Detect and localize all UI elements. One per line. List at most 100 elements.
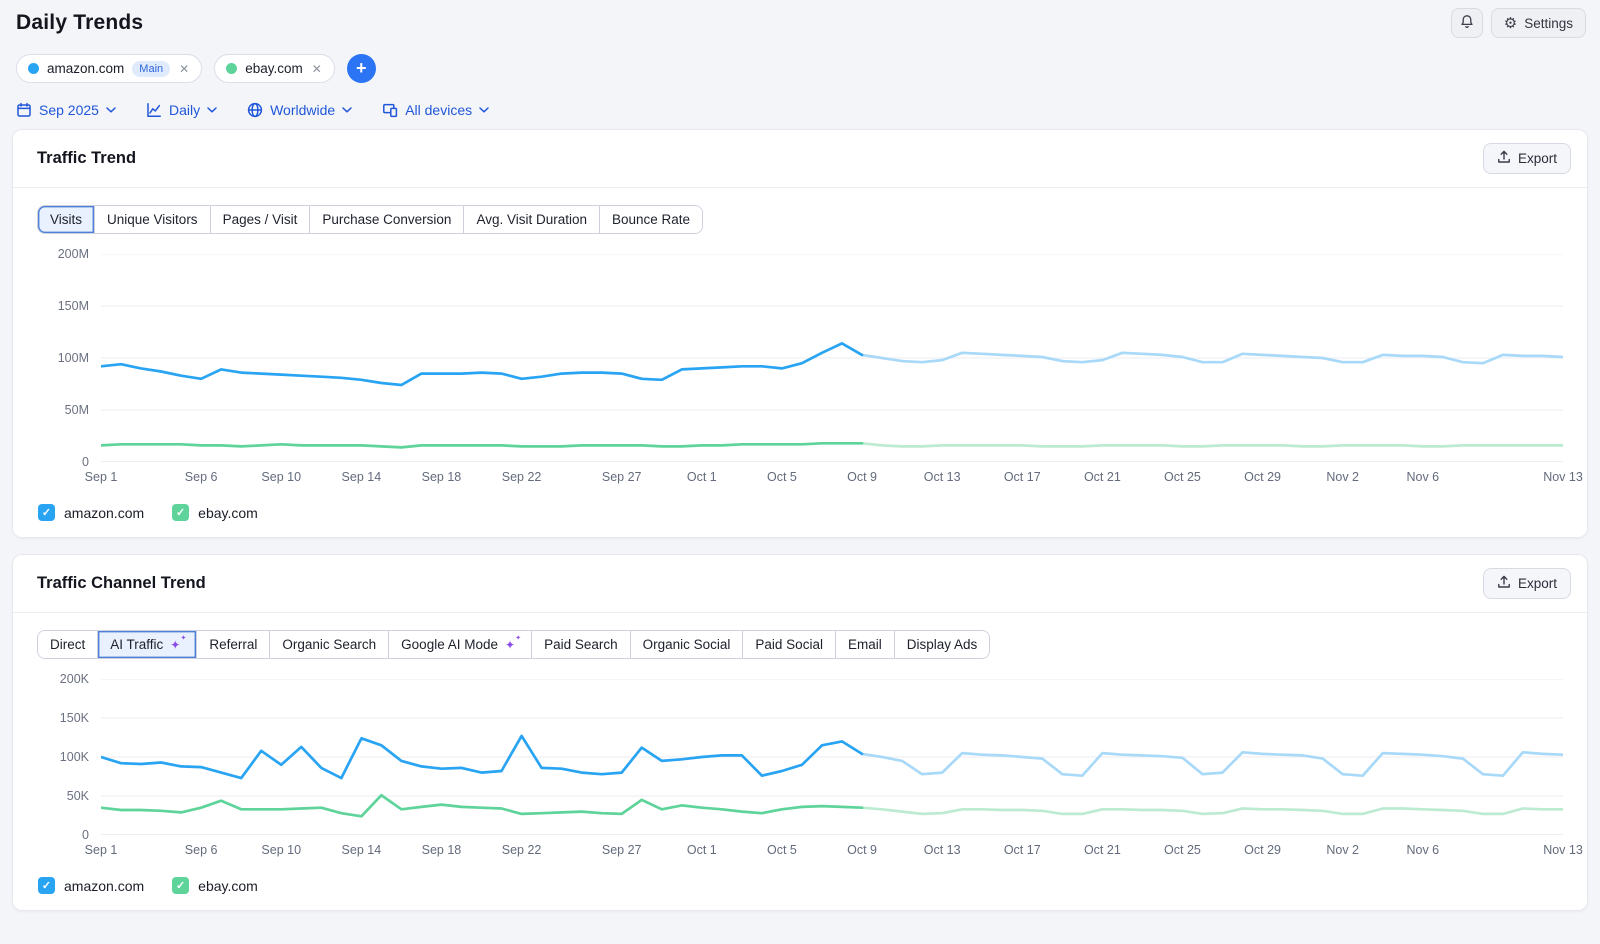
traffic-trend-title: Traffic Trend bbox=[37, 149, 136, 168]
globe-icon bbox=[247, 102, 263, 118]
tab-paid-search[interactable]: Paid Search bbox=[532, 631, 631, 658]
line-chart-icon bbox=[146, 102, 162, 118]
tab-paid-social[interactable]: Paid Social bbox=[743, 631, 836, 658]
x-axis-tick-label: Sep 1 bbox=[85, 843, 118, 857]
bell-icon bbox=[1459, 14, 1475, 32]
tab-label: Direct bbox=[50, 637, 85, 652]
traffic-trend-chart[interactable] bbox=[101, 254, 1563, 462]
y-axis-tick-label: 200M bbox=[58, 247, 89, 261]
traffic-channel-trend-card-body: Direct AI Traffic✦✦ReferralOrganic Search… bbox=[13, 613, 1587, 910]
x-axis-tick-label: Oct 1 bbox=[687, 843, 717, 857]
x-axis-tick-label: Oct 13 bbox=[924, 470, 961, 484]
x-axis-tick-label: Oct 21 bbox=[1084, 843, 1121, 857]
domain-chip-amazon.com[interactable]: amazon.comMain✕ bbox=[16, 54, 202, 83]
tab-label: Unique Visitors bbox=[107, 212, 198, 227]
tab-organic-search[interactable]: Organic Search bbox=[270, 631, 389, 658]
tab-google-ai-mode[interactable]: Google AI Mode✦✦ bbox=[389, 631, 532, 658]
x-axis-tick-label: Oct 29 bbox=[1244, 470, 1281, 484]
legend-label: ebay.com bbox=[198, 878, 258, 894]
y-axis: 050M100M150M200M bbox=[37, 254, 89, 462]
domain-color-dot bbox=[28, 63, 39, 74]
tab-referral[interactable]: Referral bbox=[197, 631, 270, 658]
legend-label: amazon.com bbox=[64, 878, 144, 894]
close-icon[interactable]: ✕ bbox=[178, 62, 190, 76]
filter-daily[interactable]: Daily bbox=[146, 102, 217, 118]
x-axis-tick-label: Nov 6 bbox=[1406, 470, 1439, 484]
x-axis-tick-label: Oct 25 bbox=[1164, 470, 1201, 484]
traffic-channel-trend-title: Traffic Channel Trend bbox=[37, 574, 206, 593]
top-bar: Daily Trends ⚙ Settings bbox=[0, 0, 1600, 38]
x-axis-tick-label: Sep 18 bbox=[422, 843, 462, 857]
tab-bounce-rate[interactable]: Bounce Rate bbox=[600, 206, 702, 233]
ai-sparkle-icon: ✦✦ bbox=[505, 639, 515, 651]
settings-button[interactable]: ⚙ Settings bbox=[1491, 8, 1586, 38]
traffic-trend-card: Traffic Trend Export Visits Unique Visito… bbox=[12, 129, 1588, 538]
domain-chips-row: amazon.comMain✕ ebay.com✕ + bbox=[0, 38, 1600, 85]
x-axis-tick-label: Oct 5 bbox=[767, 843, 797, 857]
ai-sparkle-icon: ✦✦ bbox=[170, 639, 180, 651]
domain-chip-ebay.com[interactable]: ebay.com✕ bbox=[214, 54, 335, 83]
x-axis-tick-label: Sep 22 bbox=[502, 470, 542, 484]
tab-purchase-conversion[interactable]: Purchase Conversion bbox=[310, 206, 464, 233]
series-amazon.com-actual bbox=[101, 343, 862, 385]
filter-sep-2025[interactable]: Sep 2025 bbox=[16, 102, 116, 118]
tab-organic-social[interactable]: Organic Social bbox=[631, 631, 744, 658]
x-axis: Sep 1Sep 6Sep 10Sep 14Sep 18Sep 22Sep 27… bbox=[101, 470, 1563, 490]
checkbox-checked-icon[interactable]: ✓ bbox=[172, 504, 189, 521]
export-button[interactable]: Export bbox=[1483, 568, 1571, 599]
tab-unique-visitors[interactable]: Unique Visitors bbox=[95, 206, 211, 233]
traffic-channel-chart[interactable] bbox=[101, 679, 1563, 835]
x-axis-tick-label: Oct 5 bbox=[767, 470, 797, 484]
close-icon[interactable]: ✕ bbox=[311, 62, 323, 76]
channel-tabs: Direct AI Traffic✦✦ReferralOrganic Search… bbox=[37, 630, 990, 659]
tab-pages-visit[interactable]: Pages / Visit bbox=[211, 206, 311, 233]
legend-item-ebay.com[interactable]: ✓ ebay.com bbox=[172, 877, 258, 894]
x-axis-tick-label: Oct 9 bbox=[847, 470, 877, 484]
y-axis-tick-label: 100M bbox=[58, 351, 89, 365]
devices-icon bbox=[382, 102, 398, 118]
tab-direct[interactable]: Direct bbox=[38, 631, 98, 658]
filter-label: All devices bbox=[405, 102, 472, 118]
x-axis-tick-label: Sep 10 bbox=[261, 470, 301, 484]
tab-ai-traffic[interactable]: AI Traffic✦✦ bbox=[98, 631, 197, 658]
chevron-down-icon bbox=[342, 107, 352, 113]
checkbox-checked-icon[interactable]: ✓ bbox=[172, 877, 189, 894]
export-icon bbox=[1497, 575, 1511, 592]
traffic-channel-trend-card: Traffic Channel Trend Export Direct AI Tr… bbox=[12, 554, 1588, 911]
checkbox-checked-icon[interactable]: ✓ bbox=[38, 504, 55, 521]
traffic-channel-plot[interactable] bbox=[101, 679, 1563, 835]
tab-avg.-visit-duration[interactable]: Avg. Visit Duration bbox=[464, 206, 600, 233]
tab-label: Paid Social bbox=[755, 637, 823, 652]
tab-label: Organic Social bbox=[643, 637, 731, 652]
checkbox-checked-icon[interactable]: ✓ bbox=[38, 877, 55, 894]
x-axis-tick-label: Oct 1 bbox=[687, 470, 717, 484]
tab-label: Email bbox=[848, 637, 882, 652]
x-axis-tick-label: Nov 2 bbox=[1326, 843, 1359, 857]
legend-item-ebay.com[interactable]: ✓ebay.com bbox=[172, 504, 258, 521]
page-title: Daily Trends bbox=[16, 11, 143, 35]
filter-worldwide[interactable]: Worldwide bbox=[247, 102, 352, 118]
y-axis-tick-label: 150M bbox=[58, 299, 89, 313]
tab-label: Paid Search bbox=[544, 637, 618, 652]
tab-label: Purchase Conversion bbox=[322, 212, 451, 227]
add-domain-button[interactable]: + bbox=[347, 54, 376, 83]
y-axis-tick-label: 50M bbox=[65, 403, 89, 417]
y-axis-tick-label: 0 bbox=[82, 455, 89, 469]
traffic-trend-legend: ✓amazon.com ✓ebay.com bbox=[37, 490, 1563, 525]
tab-display-ads[interactable]: Display Ads bbox=[895, 631, 990, 658]
filter-all-devices[interactable]: All devices bbox=[382, 102, 489, 118]
y-axis-tick-label: 200K bbox=[60, 672, 89, 686]
export-button[interactable]: Export bbox=[1483, 143, 1571, 174]
traffic-trend-plot[interactable] bbox=[101, 254, 1563, 462]
y-axis-tick-label: 0 bbox=[82, 828, 89, 842]
legend-item-amazon.com[interactable]: ✓ amazon.com bbox=[38, 877, 144, 894]
series-ebay.com-actual bbox=[101, 443, 862, 447]
series-amazon.com-forecast bbox=[862, 752, 1563, 775]
tab-visits[interactable]: Visits bbox=[38, 206, 95, 233]
x-axis-tick-label: Sep 27 bbox=[602, 843, 642, 857]
x-axis-tick-label: Sep 18 bbox=[422, 470, 462, 484]
legend-item-amazon.com[interactable]: ✓amazon.com bbox=[38, 504, 144, 521]
filter-label: Worldwide bbox=[270, 102, 335, 118]
notifications-button[interactable] bbox=[1451, 8, 1483, 38]
tab-email[interactable]: Email bbox=[836, 631, 895, 658]
